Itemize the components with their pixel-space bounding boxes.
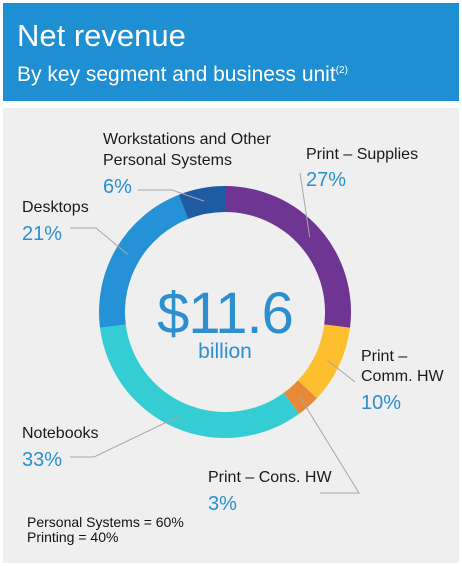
leader-line <box>70 227 129 255</box>
footnote-ref: (2) <box>335 65 348 76</box>
label-workstations-line1: Workstations and Other <box>103 131 271 148</box>
leader-line <box>70 415 181 458</box>
chart-title: Net revenue <box>17 18 186 53</box>
donut-slice-print-comm-hw <box>297 324 351 399</box>
label-print-comm-hw-line1: Print – <box>361 348 408 365</box>
total-unit: billion <box>198 340 252 363</box>
leader-line <box>326 359 356 383</box>
donut-slice-print-supplies <box>225 186 351 328</box>
subtitle-text: By key segment and business unit <box>17 63 336 86</box>
leader-line <box>299 396 360 494</box>
label-print-cons-hw: Print – Cons. HW <box>208 469 332 486</box>
pct-notebooks: 33% <box>22 449 63 471</box>
chart-subtitle: By key segment and business unit(2) <box>17 63 348 87</box>
segment-totals: Personal Systems = 60% Printing = 40% <box>27 515 184 545</box>
header-banner: Net revenue By key segment and business … <box>3 3 459 101</box>
leader-line <box>138 189 204 202</box>
label-print-supplies: Print – Supplies <box>306 146 419 163</box>
donut-slice-desktops <box>98 194 189 328</box>
label-print-comm-hw-line2: Comm. HW <box>361 368 444 385</box>
label-workstations-line2: Personal Systems <box>103 152 232 169</box>
leader-line <box>299 172 311 238</box>
total-personal-systems: Personal Systems = 60% <box>27 514 184 530</box>
leader-lines <box>70 172 360 494</box>
pct-workstations: 6% <box>103 176 132 198</box>
total-printing: Printing = 40% <box>27 529 119 545</box>
donut-slice-notebooks <box>99 324 300 438</box>
pct-print-supplies: 27% <box>306 169 347 191</box>
label-desktops: Desktops <box>22 199 89 216</box>
pct-desktops: 21% <box>22 223 63 245</box>
pct-print-comm-hw: 10% <box>361 392 402 414</box>
donut-slice-workstations-and-other-personal-systems <box>178 186 225 220</box>
chart-panel <box>3 108 459 563</box>
pct-print-cons-hw: 3% <box>208 493 237 515</box>
total-value: $11.6 <box>157 281 294 346</box>
label-notebooks: Notebooks <box>22 425 99 442</box>
